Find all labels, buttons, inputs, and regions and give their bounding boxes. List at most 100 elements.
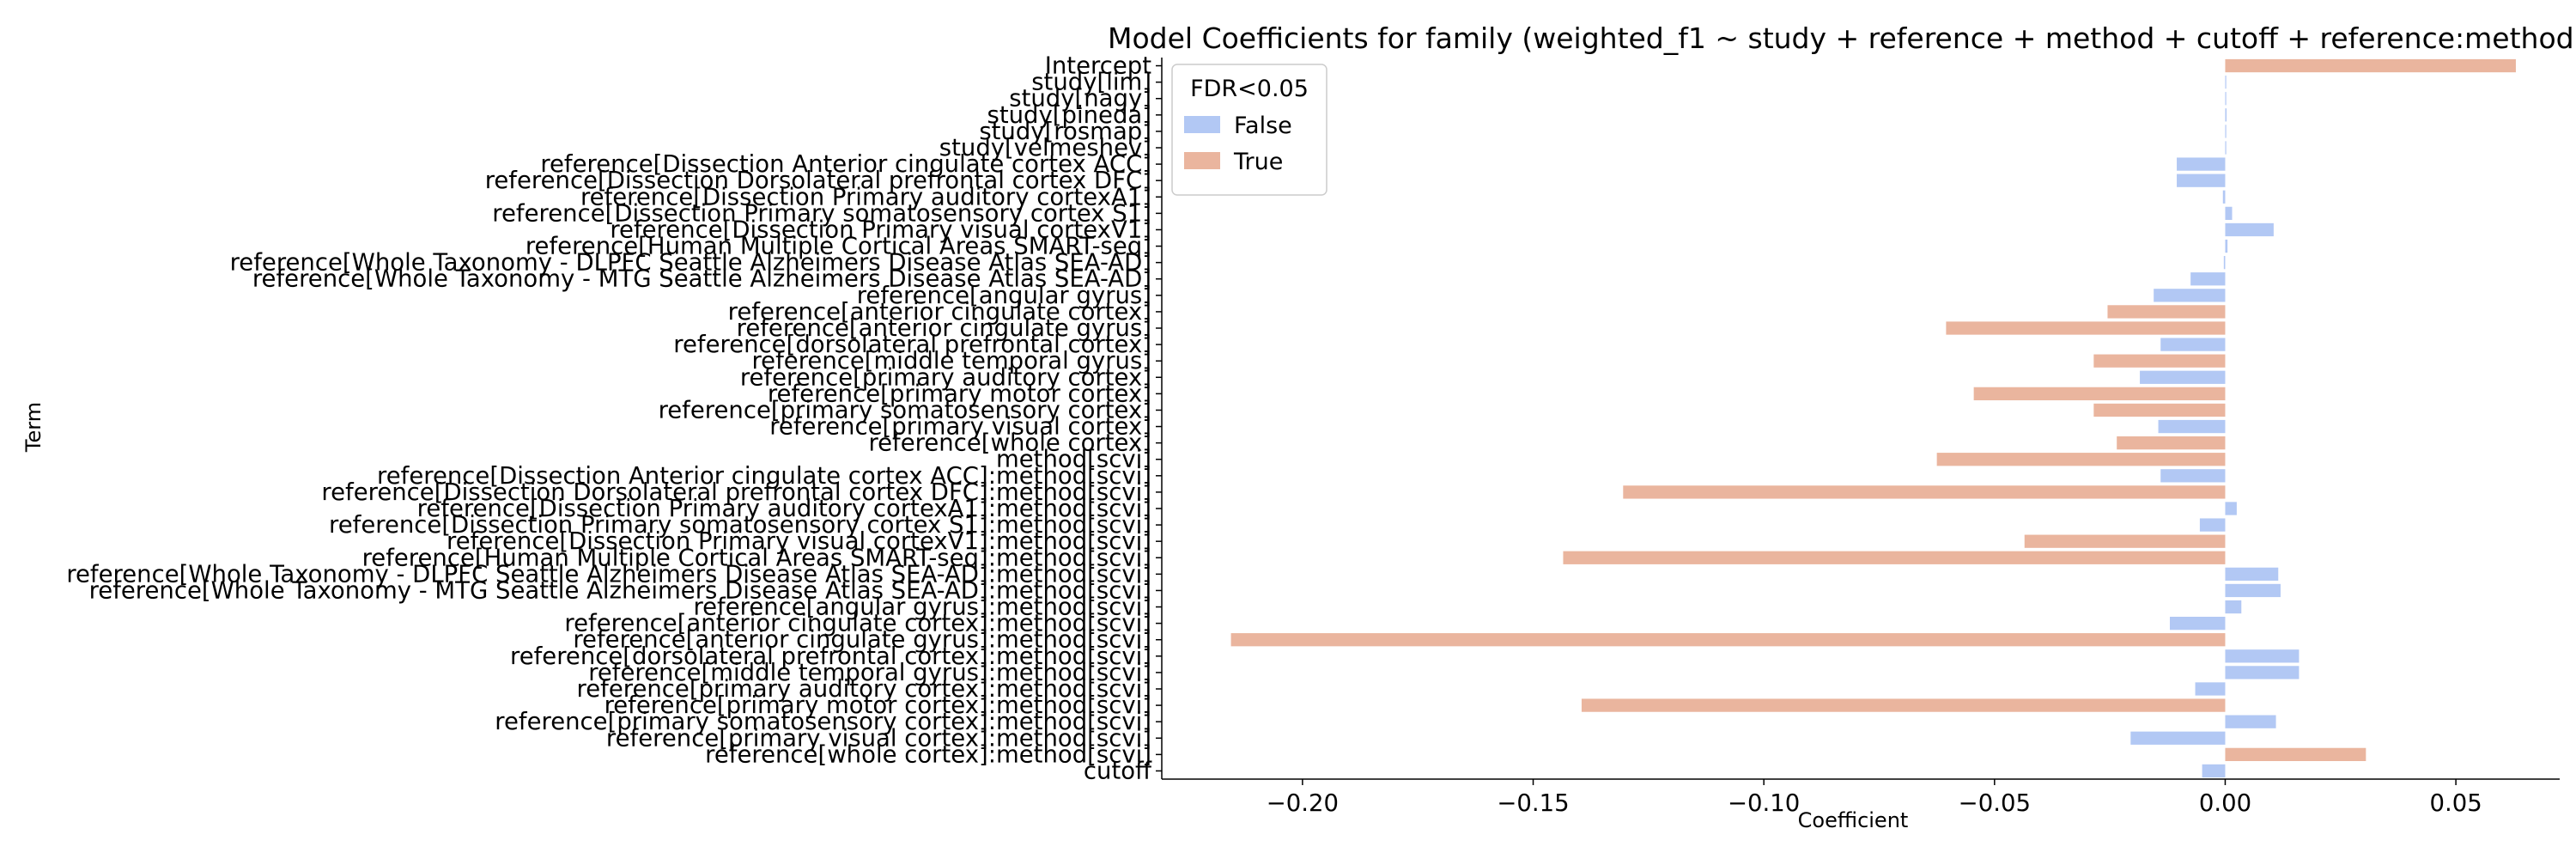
- term-label-7: reference[Dissection Dorsolateral prefro…: [485, 167, 1151, 194]
- term-label-4: study[rosmap]: [979, 118, 1151, 145]
- bar-term-10: [2225, 222, 2274, 237]
- term-label-31: reference[Whole Taxonomy - DLPFC Seattle…: [66, 560, 1151, 588]
- term-label-6: reference[Dissection Anterior cingulate …: [540, 150, 1151, 178]
- term-label-9: reference[Dissection Primary somatosenso…: [492, 199, 1151, 227]
- term-label-30: reference[Human Multiple Cortical Areas …: [362, 544, 1151, 571]
- legend-label-true: True: [1233, 149, 1283, 175]
- bar-term-35: [1230, 633, 2226, 647]
- term-label-42: reference[whole cortex]:method[scvi]: [705, 740, 1151, 768]
- term-label-37: reference[middle temporal gyrus]:method[…: [588, 659, 1151, 686]
- term-label-27: reference[Dissection Primary auditory co…: [417, 495, 1151, 522]
- x-axis-title: Coefficient: [1798, 808, 1909, 832]
- term-label-3: study[pineda]: [987, 101, 1151, 129]
- term-label-14: reference[angular gyrus]: [857, 282, 1151, 309]
- bar-term-8: [2222, 190, 2226, 204]
- term-label-22: reference[primary visual cortex]: [769, 413, 1151, 441]
- legend-title: FDR<0.05: [1190, 76, 1309, 102]
- term-label-33: reference[angular gyrus]:method[scvi]: [693, 594, 1151, 621]
- bars-group: [1230, 58, 2516, 778]
- term-label-13: reference[Whole Taxonomy - MTG Seattle A…: [252, 265, 1151, 293]
- bar-term-29: [2024, 534, 2226, 548]
- term-label-39: reference[primary motor cortex]:method[s…: [605, 691, 1151, 719]
- bar-term-12: [2223, 256, 2226, 270]
- term-label-17: reference[dorsolateral prefrontal cortex…: [673, 331, 1151, 358]
- bar-term-40: [2225, 715, 2276, 728]
- bar-term-23: [2117, 436, 2226, 450]
- bar-term-18: [2093, 354, 2226, 368]
- bar-term-37: [2225, 666, 2300, 679]
- bar-term-1: [2225, 76, 2227, 89]
- term-label-23: reference[whole cortex]: [868, 430, 1151, 457]
- bar-term-36: [2225, 649, 2300, 663]
- legend-swatch-false: [1184, 116, 1220, 133]
- bar-term-2: [2225, 92, 2227, 106]
- bar-term-14: [2154, 289, 2226, 302]
- bar-term-17: [2160, 338, 2226, 351]
- term-label-2: study[nagy]: [1009, 85, 1151, 113]
- term-labels-group: Interceptstudy[lim]study[nagy]study[pine…: [66, 52, 1162, 784]
- bar-term-0: [2225, 58, 2516, 73]
- term-label-0: Intercept: [1045, 52, 1151, 80]
- bar-term-9: [2225, 206, 2233, 220]
- bar-term-42: [2225, 747, 2366, 761]
- x-tick-label-3: −0.05: [1959, 789, 2031, 817]
- term-label-12: reference[Whole Taxonomy - DLPFC Seattle…: [230, 249, 1151, 277]
- term-label-36: reference[dorsolateral prefrontal cortex…: [510, 643, 1151, 670]
- term-label-29: reference[Dissection Primary visual cort…: [447, 527, 1151, 555]
- x-tick-label-4: 0.00: [2199, 789, 2251, 817]
- bar-term-6: [2177, 157, 2226, 171]
- bar-term-32: [2225, 583, 2281, 598]
- term-label-8: reference[Dissection Primary auditory co…: [580, 183, 1151, 210]
- term-label-34: reference[anterior cingulate cortex]:met…: [564, 610, 1151, 637]
- bar-term-31: [2225, 567, 2279, 581]
- bar-term-13: [2190, 272, 2226, 286]
- term-label-15: reference[anterior cingulate cortex]: [728, 298, 1151, 326]
- bar-term-43: [2202, 764, 2226, 778]
- bar-term-16: [1946, 321, 2226, 335]
- term-label-35: reference[anterior cingulate gyrus]:meth…: [573, 626, 1151, 654]
- bar-term-38: [2195, 682, 2226, 696]
- bar-term-39: [1581, 698, 2226, 712]
- term-label-18: reference[middle temporal gyrus]: [751, 347, 1151, 375]
- term-label-10: reference[Dissection Primary visual cort…: [610, 216, 1151, 243]
- term-label-21: reference[primary somatosensory cortex]: [659, 396, 1151, 423]
- bar-term-27: [2225, 502, 2237, 515]
- term-label-1: study[lim]: [1031, 69, 1151, 96]
- term-label-5: study[velmeshev]: [939, 134, 1151, 161]
- x-tick-label-5: 0.05: [2429, 789, 2482, 817]
- bar-term-30: [1563, 551, 2226, 564]
- legend-swatch-true: [1184, 152, 1220, 169]
- bar-term-22: [2158, 419, 2226, 434]
- bar-term-41: [2130, 731, 2226, 745]
- term-label-11: reference[Human Multiple Cortical Areas …: [526, 233, 1151, 260]
- term-label-28: reference[Dissection Primary somatosenso…: [329, 511, 1151, 539]
- bar-term-20: [1973, 387, 2226, 400]
- y-axis-title: Term: [21, 402, 46, 453]
- term-label-25: reference[Dissection Anterior cingulate …: [377, 462, 1151, 490]
- bar-term-7: [2177, 174, 2226, 187]
- bar-term-5: [2225, 141, 2227, 155]
- term-label-43: cutoff: [1084, 757, 1152, 784]
- bar-term-3: [2225, 108, 2227, 122]
- x-tick-label-1: −0.15: [1497, 789, 1569, 817]
- bar-term-25: [2160, 469, 2226, 483]
- bar-term-4: [2225, 125, 2227, 138]
- x-tick-label-0: −0.20: [1267, 789, 1339, 817]
- x-tick-label-2: −0.10: [1728, 789, 1800, 817]
- bar-term-15: [2107, 305, 2226, 319]
- term-label-20: reference[primary motor cortex]: [768, 380, 1151, 407]
- chart-title: Model Coefficients for family (weighted_…: [1108, 21, 2574, 55]
- term-label-24: method[scvi]: [996, 446, 1151, 473]
- bar-term-24: [1936, 453, 2226, 466]
- term-label-40: reference[primary somatosensory cortex]:…: [495, 708, 1151, 735]
- term-label-19: reference[primary auditory cortex]: [740, 363, 1151, 391]
- term-label-41: reference[primary visual cortex]:method[…: [606, 724, 1151, 752]
- bar-term-21: [2093, 403, 2226, 417]
- bar-term-28: [2199, 518, 2226, 532]
- bar-term-33: [2225, 600, 2242, 614]
- bar-term-34: [2169, 617, 2226, 631]
- term-label-16: reference[anterior cingulate gyrus]: [737, 314, 1151, 342]
- x-axis: −0.20 −0.15 −0.10 −0.05 0.00 0.05: [1161, 58, 2560, 817]
- bar-term-11: [2225, 239, 2228, 253]
